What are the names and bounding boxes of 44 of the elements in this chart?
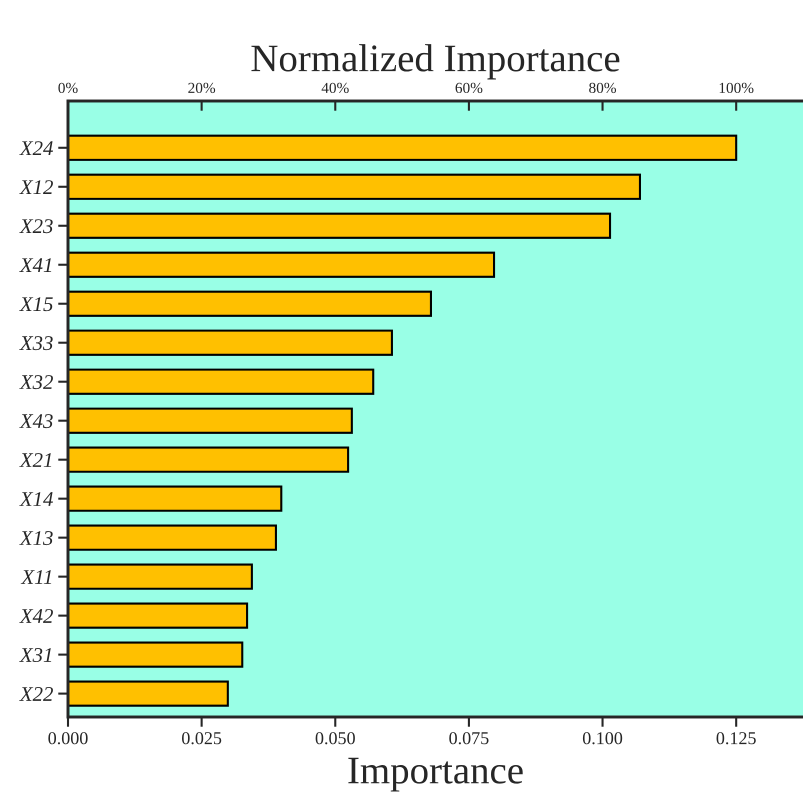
y-tick-label: X12 <box>19 180 53 194</box>
y-tick-label: X42 <box>19 609 53 623</box>
bar <box>68 564 253 590</box>
y-tick-label: X14 <box>19 492 53 506</box>
x-tick-label: 0.075 <box>449 732 489 744</box>
bar <box>68 408 353 434</box>
y-tick-label: X24 <box>19 141 53 156</box>
x2-tick-label: 40% <box>322 82 349 94</box>
y-tick-label: X23 <box>19 219 53 234</box>
y-tick-label: X21 <box>19 453 52 467</box>
x-tick-label: 0.100 <box>582 732 622 744</box>
bar <box>68 680 229 707</box>
y-tick-label: X15 <box>19 297 53 312</box>
bar <box>68 641 244 668</box>
y-tick-label: X41 <box>19 258 52 272</box>
y-tick-label: X32 <box>19 375 53 390</box>
x2-tick-label: 80% <box>589 82 616 94</box>
x-tick-label: 0.125 <box>716 732 756 744</box>
bar <box>68 290 432 317</box>
x2-tick-label: 60% <box>456 82 482 94</box>
bar <box>68 330 393 356</box>
bar <box>68 602 248 629</box>
y-tick-label: X31 <box>19 648 52 662</box>
x2-tick-label: 100% <box>720 82 754 94</box>
bar <box>68 368 374 395</box>
x2-tick-label: 0% <box>58 82 78 94</box>
bar <box>68 252 496 278</box>
x-tick-label: 0.000 <box>48 732 88 744</box>
bar <box>68 174 642 200</box>
x2-axis-title: Normalized Importance <box>251 44 620 80</box>
y-tick-label: X22 <box>19 687 53 701</box>
y-tick-label: X33 <box>19 336 53 350</box>
x-tick-label: 0.050 <box>316 732 355 744</box>
y-tick-label: X11 <box>20 570 52 584</box>
bar <box>68 524 277 551</box>
x-tick-label: 0.025 <box>182 732 222 744</box>
bar <box>68 134 738 161</box>
bar <box>68 212 612 239</box>
y-tick-label: X43 <box>19 414 53 428</box>
x2-tick-label: 20% <box>188 82 216 94</box>
bar <box>68 486 282 512</box>
bar <box>68 446 350 473</box>
y-tick-label: X13 <box>19 531 53 546</box>
x-axis-title: Importance <box>348 758 523 792</box>
